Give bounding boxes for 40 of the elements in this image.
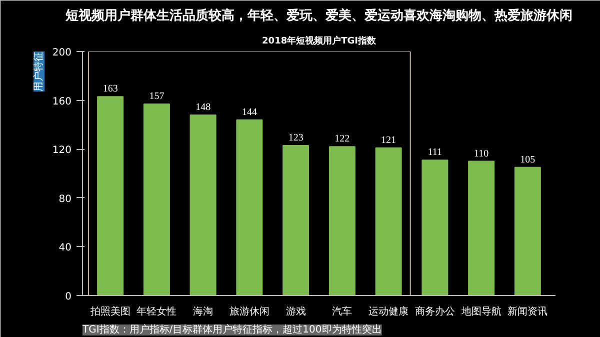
chart-subtitle: 2018年短视频用户TGI指数 <box>262 36 377 46</box>
bar <box>143 103 170 296</box>
x-tick-label: 商务办公 <box>414 306 455 318</box>
x-tick-label: 年轻女性 <box>136 306 177 318</box>
data-label: 144 <box>242 106 257 118</box>
bar <box>514 166 541 296</box>
data-label: 123 <box>288 132 304 144</box>
x-tick-label: 汽车 <box>332 306 352 318</box>
data-label: 105 <box>520 154 536 166</box>
x-tick-label: 游戏 <box>286 306 306 318</box>
y-tick-label: 120 <box>52 145 72 156</box>
x-tick-label: 地图导航 <box>460 306 502 318</box>
data-label: 110 <box>474 148 489 160</box>
x-tick-label: 新闻资讯 <box>508 306 548 318</box>
x-tick-label: 海淘 <box>193 306 214 318</box>
text: TGI指数：用户指标/目标群体用户特征指标，超过100即为特性突出 <box>82 324 382 336</box>
bar <box>422 160 448 296</box>
x-tick-label: 拍照美图 <box>89 306 130 318</box>
x-tick-label: 旅游休闲 <box>229 306 270 318</box>
y-tick-label: 0 <box>65 292 72 302</box>
data-label: 122 <box>334 134 350 145</box>
data-label: 148 <box>196 102 211 113</box>
bar <box>236 119 263 296</box>
data-label: 111 <box>428 147 442 158</box>
data-label: 163 <box>102 84 118 95</box>
y-tick-label: 40 <box>58 242 72 254</box>
data-label: 157 <box>149 90 164 102</box>
bar <box>468 160 495 296</box>
y-tick-label: 160 <box>52 96 72 108</box>
bar <box>190 114 216 296</box>
y-tick-label: 200 <box>52 48 72 58</box>
y-tick-label: 80 <box>58 194 72 205</box>
bar <box>375 147 402 296</box>
bar <box>328 146 356 296</box>
text: 用户特征 <box>32 52 44 92</box>
data-label: 121 <box>381 134 396 146</box>
chart-title: 短视频用户群体生活品质较高，年轻、爱玩、爱美、爱运动喜欢海淘购物、热爱旅游休闲 <box>64 8 572 24</box>
x-tick-label: 运动健康 <box>368 306 409 318</box>
bar <box>282 144 310 296</box>
bar <box>97 96 124 296</box>
